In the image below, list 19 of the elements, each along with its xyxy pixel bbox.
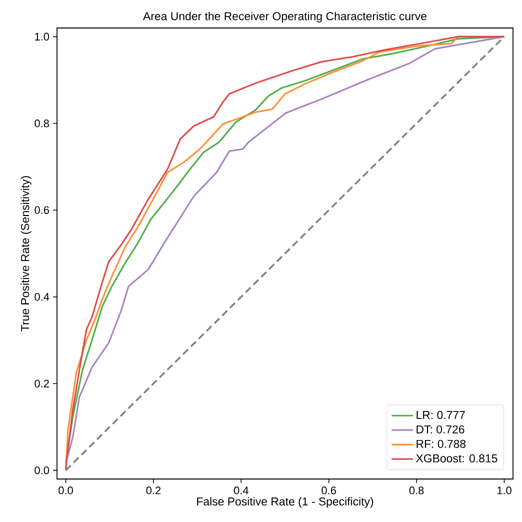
chart-title: Area Under the Receiver Operating Characteristic curve — [143, 12, 426, 22]
legend-label: LR: 0.777 — [416, 410, 465, 419]
y-axis-title: True Positive Rate (Sensitivity) — [20, 176, 32, 332]
legend-label: DT: 0.726 — [416, 425, 464, 434]
y-tick-label: 0.6 — [34, 206, 49, 214]
x-tick-label: 1.0 — [497, 486, 512, 494]
x-tick-label: 0.0 — [58, 486, 73, 494]
y-tick-label: 0.0 — [34, 466, 50, 474]
y-tick-label: 0.2 — [34, 380, 49, 388]
y-tick-label: 1.0 — [35, 32, 50, 41]
legend-label: RF: 0.788 — [416, 440, 466, 448]
x-tick-label: 0.2 — [146, 486, 161, 494]
x-tick-label: 0.6 — [322, 486, 336, 494]
x-tick-label: 0.4 — [234, 486, 248, 494]
x-axis-title: False Positive Rate (1 - Specificity) — [197, 497, 374, 508]
y-tick-label: 0.4 — [34, 292, 50, 301]
y-tick-label: 0.8 — [34, 120, 49, 128]
legend-label: XGBoost: 0.815 — [416, 454, 498, 462]
x-tick-label: 0.8 — [409, 486, 424, 494]
